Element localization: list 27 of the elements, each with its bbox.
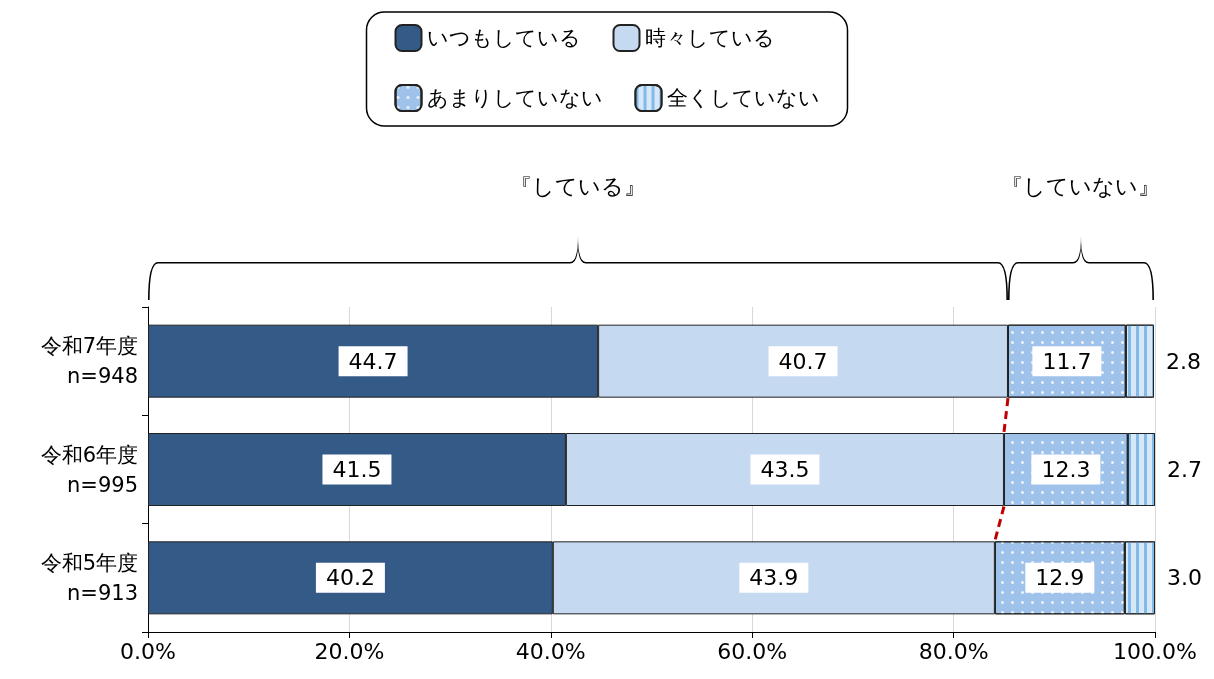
x-tick-label: 80.0% — [918, 638, 989, 664]
y-tick-label: 令和7年度 n=948 — [40, 334, 138, 389]
legend-label: 全くしていない — [666, 86, 820, 110]
data-label: 2.8 — [1165, 348, 1201, 374]
data-label: 43.9 — [749, 565, 799, 591]
x-tick-label: 60.0% — [717, 638, 788, 664]
x-tick-label: 100.0% — [1113, 638, 1197, 664]
data-label: 3.0 — [1167, 565, 1202, 591]
x-tick-label: 40.0% — [515, 638, 586, 664]
legend-label: いつもしている — [426, 26, 581, 50]
data-label: 41.5 — [332, 457, 382, 482]
data-label: 40.7 — [778, 348, 828, 374]
text: 『している』 — [509, 173, 646, 201]
y-tick-label: 令和5年度 n=913 — [40, 550, 138, 605]
data-label: 12.3 — [1041, 457, 1091, 482]
data-label: 43.5 — [760, 457, 810, 482]
legend-label: 時々している — [644, 26, 775, 50]
x-tick-label: 0.0% — [120, 638, 176, 664]
data-label: 40.2 — [325, 565, 375, 591]
legend-label: あまりしていない — [426, 86, 603, 110]
data-label: 2.7 — [1167, 457, 1202, 482]
data-label: 11.7 — [1042, 348, 1092, 374]
data-label: 12.9 — [1035, 565, 1085, 591]
y-tick-label: 令和6年度 n=995 — [40, 442, 138, 497]
data-label: 44.7 — [348, 348, 398, 374]
text: 『していない』 — [1001, 173, 1161, 201]
x-tick-label: 20.0% — [314, 638, 385, 664]
